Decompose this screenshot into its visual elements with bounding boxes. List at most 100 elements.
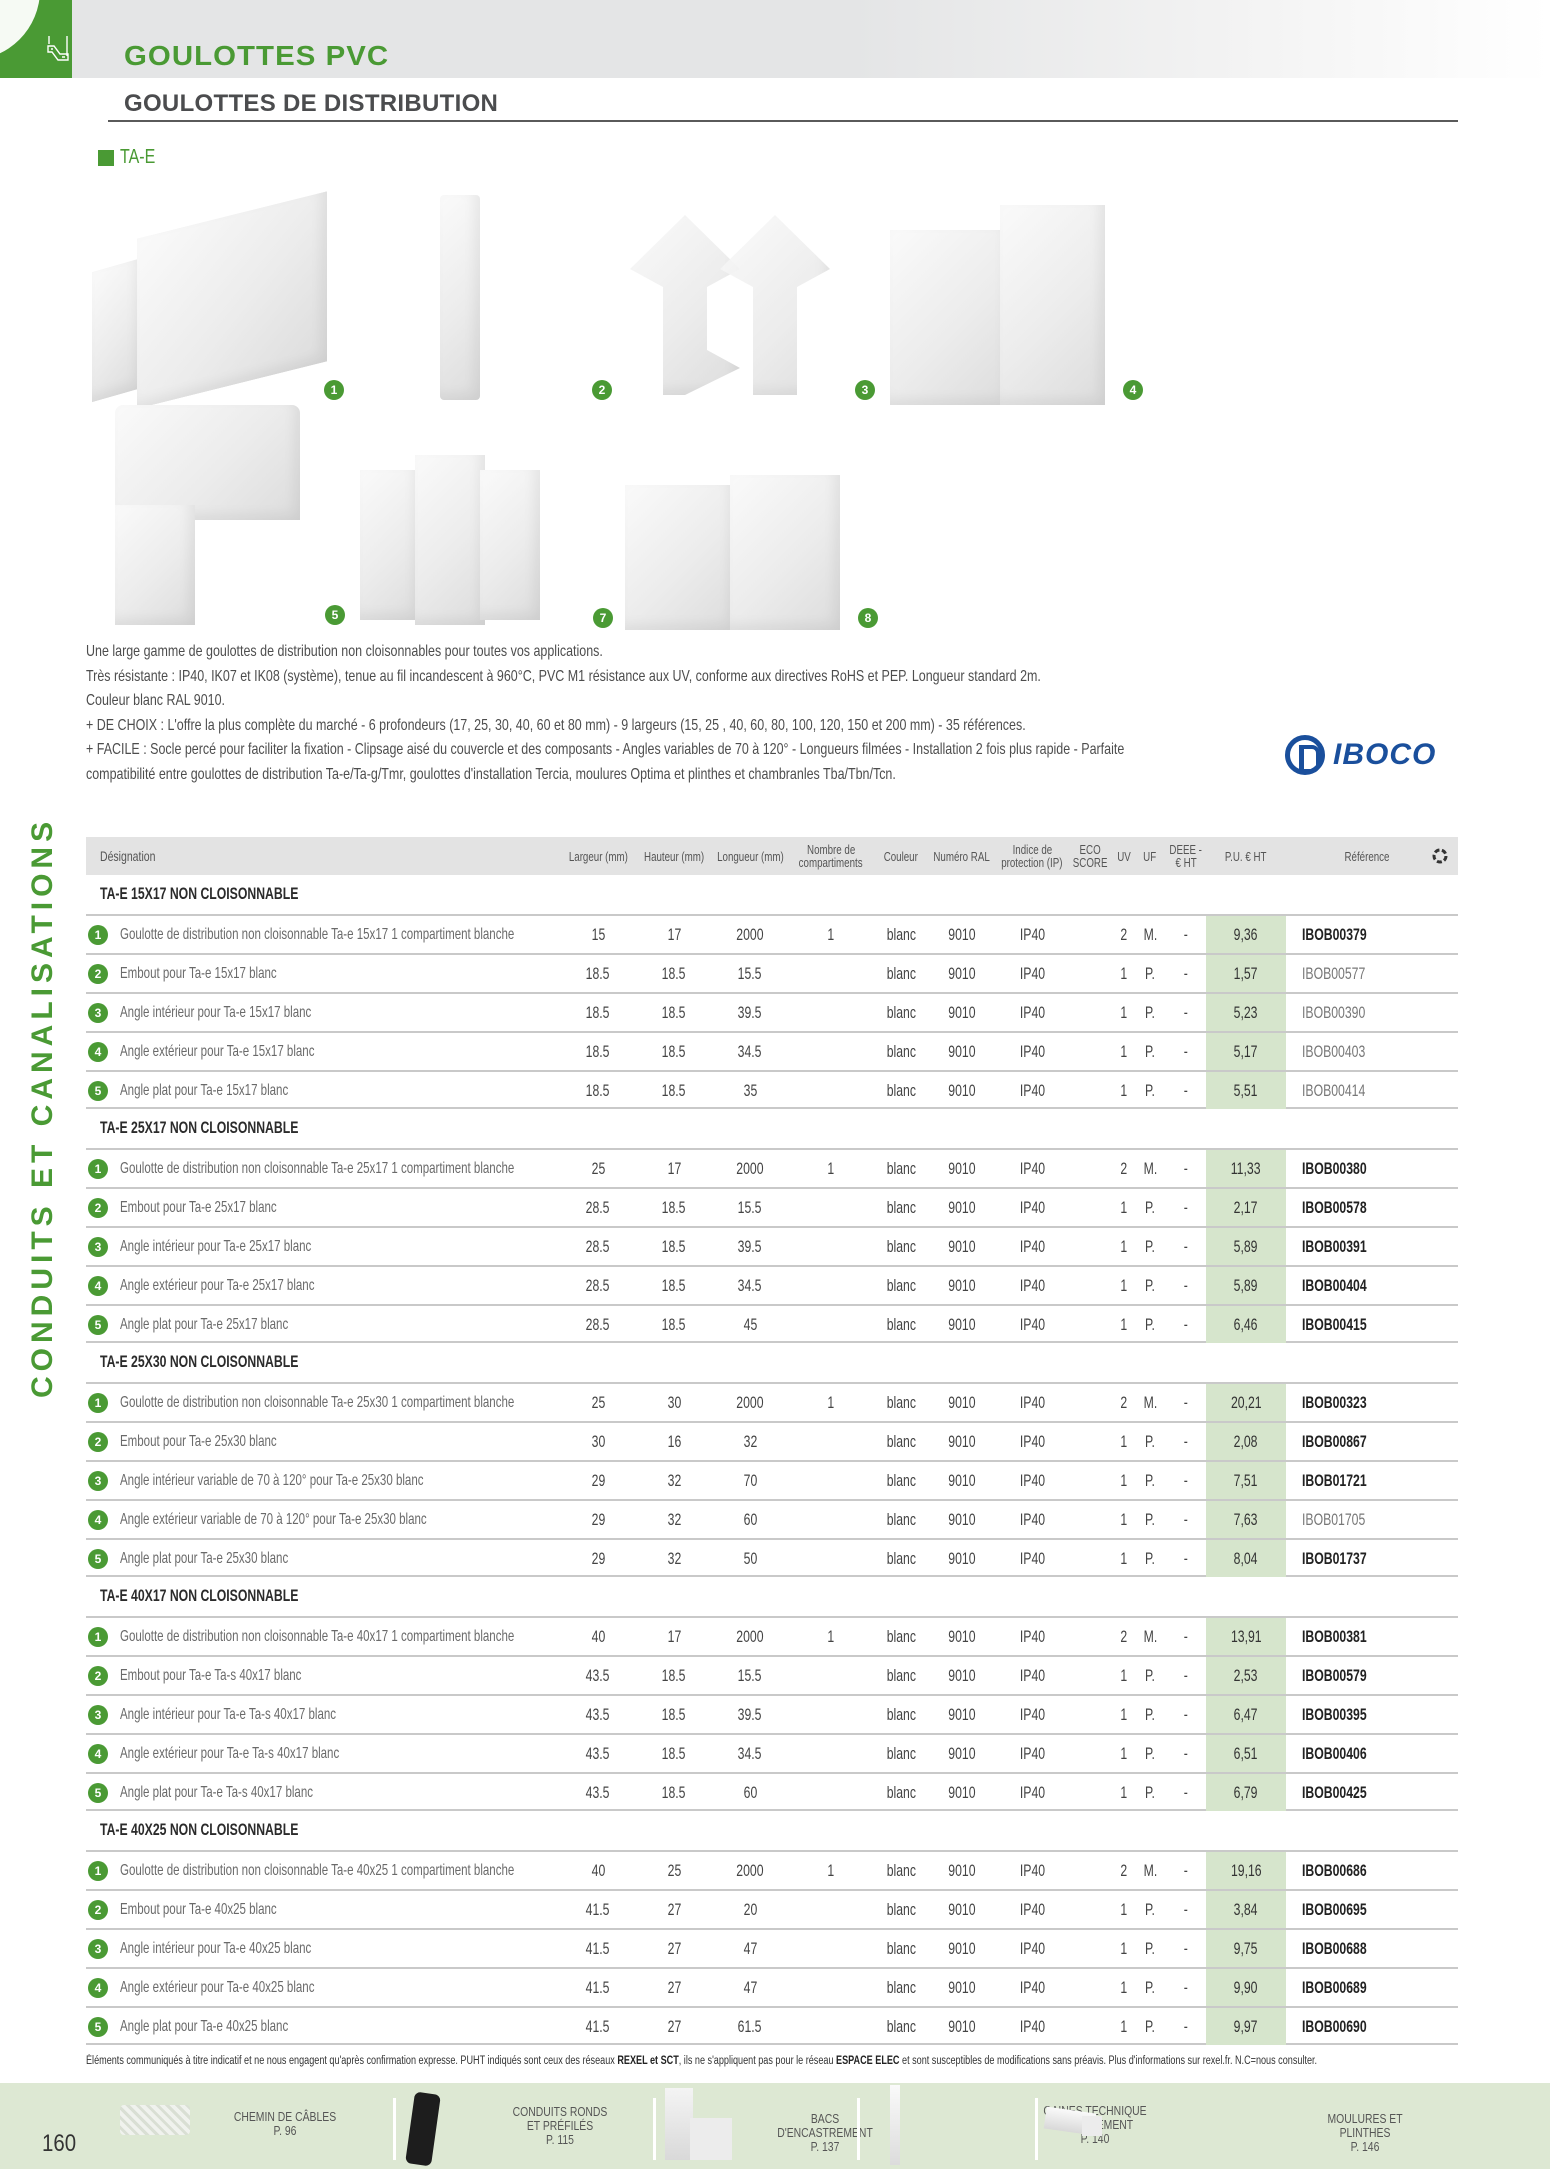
- table-row[interactable]: 4 Angle extérieur variable de 70 à 120° p…: [86, 1499, 1458, 1538]
- table-row[interactable]: 3 Angle intérieur pour Ta-e 40x25 blanc 41…: [86, 1928, 1458, 1967]
- reference-cell[interactable]: IBOB00425: [1302, 1782, 1367, 1802]
- table-row[interactable]: 1 Goulotte de distribution non cloisonnab…: [86, 914, 1458, 953]
- table-row[interactable]: 1 Goulotte de distribution non cloisonnab…: [86, 1382, 1458, 1421]
- eco-cell: [1070, 1618, 1110, 1655]
- reference-cell[interactable]: IBOB00414: [1302, 1080, 1366, 1100]
- reference-cell[interactable]: IBOB00395: [1302, 1704, 1367, 1724]
- uv-cell: 2: [1120, 924, 1128, 944]
- col-uv: UV: [1117, 848, 1131, 864]
- reference-cell[interactable]: IBOB00379: [1302, 924, 1367, 944]
- ral-cell: 9010: [948, 1080, 976, 1100]
- table-row[interactable]: 4 Angle extérieur pour Ta-e 15x17 blanc 18…: [86, 1031, 1458, 1070]
- reference-cell[interactable]: IBOB00577: [1302, 963, 1366, 983]
- longueur-cell: 39.5: [738, 1704, 762, 1724]
- table-row[interactable]: 5 Angle plat pour Ta-e Ta-s 40x17 blanc 43…: [86, 1772, 1458, 1811]
- table-row[interactable]: 2 Embout pour Ta-e 25x17 blanc 28.5 18.5 15.…: [86, 1187, 1458, 1226]
- longueur-cell: 60: [743, 1509, 757, 1529]
- table-row[interactable]: 5 Angle plat pour Ta-e 15x17 blanc 18.5 18.…: [86, 1070, 1458, 1109]
- compartiments-cell: [786, 1306, 876, 1343]
- compartiments-cell: [786, 994, 876, 1031]
- longueur-cell: 35: [743, 1080, 757, 1100]
- reference-cell[interactable]: IBOB00689: [1302, 1977, 1367, 1997]
- table-row[interactable]: 2 Embout pour Ta-e 40x25 blanc 41.5 27 20 bla…: [86, 1889, 1458, 1928]
- table-row[interactable]: 5 Angle plat pour Ta-e 25x17 blanc 28.5 18.…: [86, 1304, 1458, 1343]
- price-cell: 11,33: [1206, 1150, 1286, 1187]
- reference-cell[interactable]: IBOB00690: [1302, 2016, 1367, 2036]
- group-title: TA-E 40X25 NON CLOISONNABLE: [100, 1820, 299, 1839]
- uf-cell: P.: [1145, 963, 1155, 983]
- ip-cell: IP40: [1019, 1275, 1045, 1295]
- reference-cell[interactable]: IBOB01721: [1302, 1470, 1367, 1490]
- price-cell: 9,90: [1206, 1969, 1286, 2006]
- uf-cell: M.: [1143, 924, 1157, 944]
- price-cell: 9,97: [1206, 2008, 1286, 2045]
- reference-cell[interactable]: IBOB01737: [1302, 1548, 1367, 1568]
- reference-cell[interactable]: IBOB00381: [1302, 1626, 1367, 1646]
- table-row[interactable]: 4 Angle extérieur pour Ta-e 40x25 blanc 41…: [86, 1967, 1458, 2006]
- table-row[interactable]: 5 Angle plat pour Ta-e 40x25 blanc 41.5 27 6…: [86, 2006, 1458, 2045]
- couleur-cell: blanc: [886, 1977, 916, 1997]
- nav-page: P. 115: [546, 2132, 574, 2147]
- reference-cell[interactable]: IBOB00695: [1302, 1899, 1367, 1919]
- table-row[interactable]: 3 Angle intérieur pour Ta-e 15x17 blanc 18…: [86, 992, 1458, 1031]
- table-row[interactable]: 1 Goulotte de distribution non cloisonnab…: [86, 1850, 1458, 1889]
- table-row[interactable]: 3 Angle intérieur pour Ta-e Ta-s 40x17 bl…: [86, 1694, 1458, 1733]
- table-row[interactable]: 1 Goulotte de distribution non cloisonnab…: [86, 1148, 1458, 1187]
- longueur-cell: 20: [743, 1899, 757, 1919]
- couleur-cell: blanc: [886, 1197, 916, 1217]
- reference-cell[interactable]: IBOB00688: [1302, 1938, 1367, 1958]
- reference-cell[interactable]: IBOB00323: [1302, 1392, 1367, 1412]
- largeur-cell: 18.5: [586, 1002, 610, 1022]
- ip-cell: IP40: [1019, 1665, 1045, 1685]
- table-row[interactable]: 1 Goulotte de distribution non cloisonnab…: [86, 1616, 1458, 1655]
- table-row[interactable]: 2 Embout pour Ta-e Ta-s 40x17 blanc 43.5 18…: [86, 1655, 1458, 1694]
- reference-cell[interactable]: IBOB00380: [1302, 1158, 1367, 1178]
- deee-cell: -: [1183, 1197, 1189, 1217]
- designation-cell: Angle intérieur pour Ta-e 40x25 blanc: [120, 1939, 312, 1957]
- largeur-cell: 29: [591, 1470, 605, 1490]
- eco-cell: [1070, 1930, 1110, 1967]
- reference-cell[interactable]: IBOB00579: [1302, 1665, 1367, 1685]
- reference-cell[interactable]: IBOB00867: [1302, 1431, 1367, 1451]
- reference-cell[interactable]: IBOB01705: [1302, 1509, 1366, 1529]
- col-largeur: Largeur (mm): [568, 848, 628, 864]
- designation-cell: Angle intérieur pour Ta-e 25x17 blanc: [120, 1237, 312, 1255]
- uf-cell: M.: [1143, 1158, 1157, 1178]
- uf-cell: P.: [1145, 1938, 1155, 1958]
- table-row[interactable]: 5 Angle plat pour Ta-e 25x30 blanc 29 32 50 b…: [86, 1538, 1458, 1577]
- uv-cell: 1: [1120, 1431, 1128, 1451]
- compartiments-cell: [786, 1930, 876, 1967]
- section-divider: [108, 120, 1458, 122]
- reference-cell[interactable]: IBOB00406: [1302, 1743, 1367, 1763]
- uf-cell: P.: [1145, 1548, 1155, 1568]
- deee-cell: -: [1183, 1938, 1189, 1958]
- compartiments-cell: [786, 1774, 876, 1811]
- reference-cell[interactable]: IBOB00415: [1302, 1314, 1367, 1334]
- uf-cell: P.: [1145, 1704, 1155, 1724]
- reference-cell[interactable]: IBOB00403: [1302, 1041, 1366, 1061]
- table-row[interactable]: 2 Embout pour Ta-e 15x17 blanc 18.5 18.5 15.…: [86, 953, 1458, 992]
- table-row[interactable]: 3 Angle intérieur pour Ta-e 25x17 blanc 28…: [86, 1226, 1458, 1265]
- ral-cell: 9010: [948, 1938, 976, 1958]
- table-row[interactable]: 2 Embout pour Ta-e 25x30 blanc 30 16 32 blanc…: [86, 1421, 1458, 1460]
- hauteur-cell: 27: [667, 1938, 681, 1958]
- reference-cell[interactable]: IBOB00686: [1302, 1860, 1367, 1880]
- hauteur-cell: 18.5: [662, 1197, 686, 1217]
- reference-cell[interactable]: IBOB00404: [1302, 1275, 1367, 1295]
- hauteur-cell: 17: [667, 1626, 681, 1646]
- reference-cell[interactable]: IBOB00390: [1302, 1002, 1366, 1022]
- price-cell: 9,75: [1206, 1930, 1286, 1967]
- table-row[interactable]: 4 Angle extérieur pour Ta-e 25x17 blanc 28…: [86, 1265, 1458, 1304]
- reference-cell[interactable]: IBOB00391: [1302, 1236, 1367, 1256]
- reference-cell[interactable]: IBOB00578: [1302, 1197, 1367, 1217]
- nav-divider: [393, 2098, 396, 2160]
- table-row[interactable]: 3 Angle intérieur variable de 70 à 120° p…: [86, 1460, 1458, 1499]
- largeur-cell: 18.5: [586, 963, 610, 983]
- hauteur-cell: 25: [667, 1860, 681, 1880]
- eco-cell: [1070, 1228, 1110, 1265]
- section-side-label: CONDUITS ET CANALISATIONS: [26, 816, 59, 1398]
- ral-cell: 9010: [948, 963, 976, 983]
- table-row[interactable]: 4 Angle extérieur pour Ta-e Ta-s 40x17 bl…: [86, 1733, 1458, 1772]
- deee-cell: -: [1183, 1548, 1189, 1568]
- couleur-cell: blanc: [886, 1665, 916, 1685]
